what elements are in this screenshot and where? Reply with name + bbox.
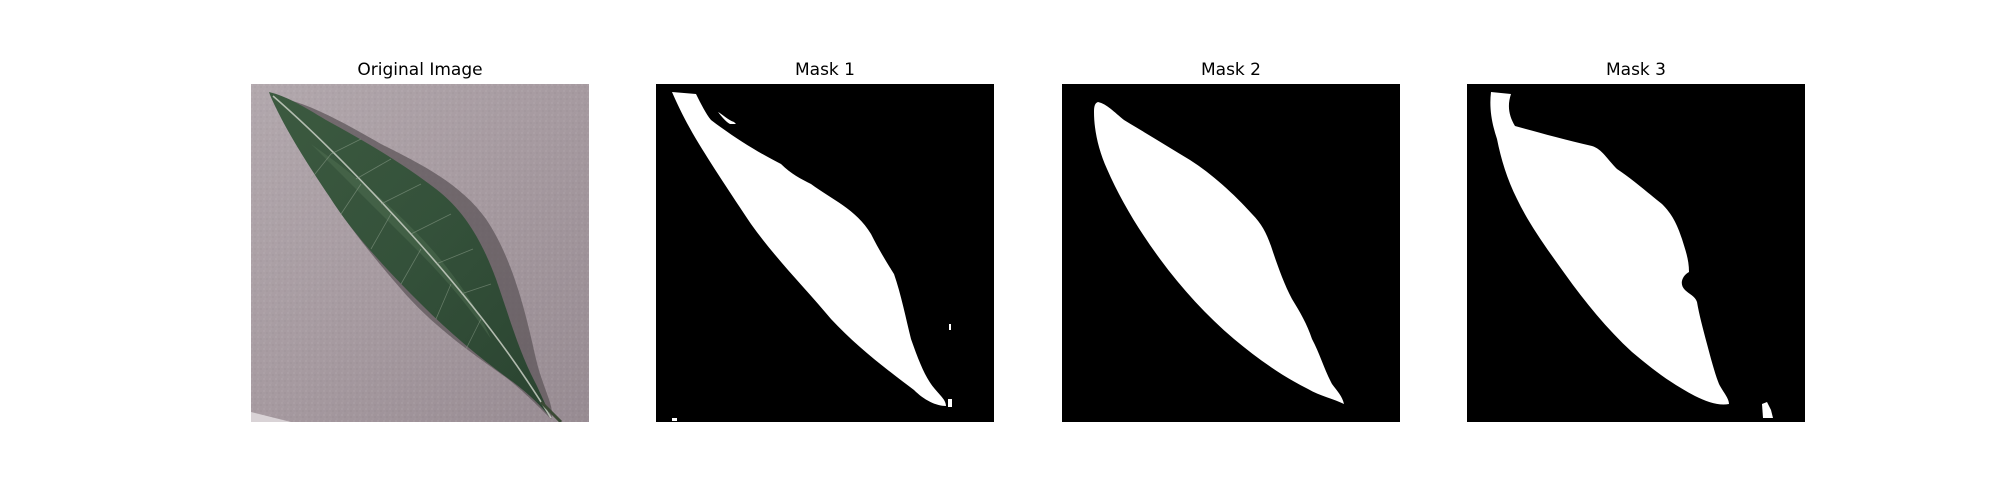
mask-3-image: [1467, 84, 1805, 422]
panel-mask-1: Mask 1: [656, 56, 994, 422]
leaf-photo: [251, 84, 589, 422]
mask-1-image: [656, 84, 994, 422]
mask-2-image: [1062, 84, 1400, 422]
panel-mask-2: Mask 2: [1062, 56, 1400, 422]
mask-speck: [672, 418, 677, 421]
mask-foreground: [1094, 102, 1344, 404]
panel-title: Mask 3: [1605, 60, 1666, 80]
bottom-light-strip: [251, 412, 291, 422]
mask-speck: [1762, 402, 1773, 418]
panel-title: Mask 1: [794, 60, 855, 80]
leaf-stem: [539, 400, 563, 422]
mask-foreground: [1490, 92, 1729, 405]
leaf-veins: [310, 138, 492, 350]
leaf-body: [269, 92, 551, 418]
mask-speck: [948, 399, 952, 407]
mask-speck: [718, 112, 736, 124]
panel-original-image: Original Image: [251, 56, 589, 422]
mask-foreground: [672, 92, 946, 406]
panel-title: Original Image: [357, 60, 483, 80]
panel-mask-3: Mask 3: [1467, 56, 1805, 422]
panel-title: Mask 2: [1200, 60, 1261, 80]
leaf-midrib: [272, 95, 552, 419]
mask-speck: [949, 324, 951, 330]
